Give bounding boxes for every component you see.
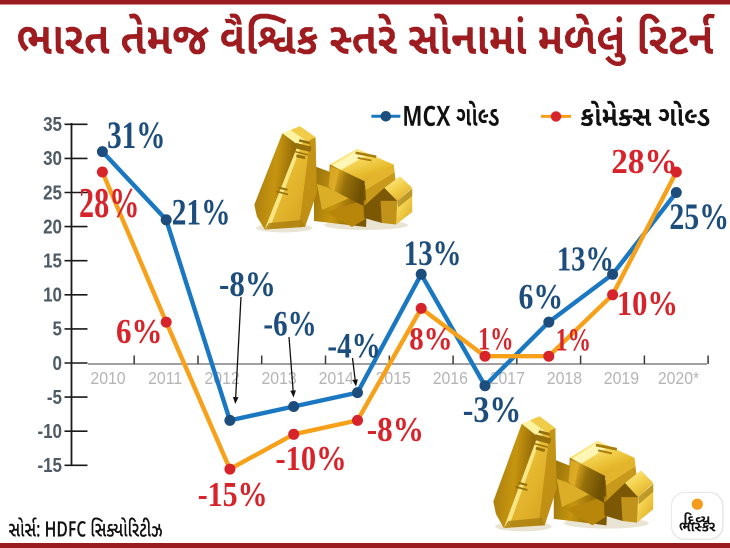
svg-text:-3%: -3% xyxy=(463,390,522,431)
svg-text:-15%: -15% xyxy=(198,476,268,515)
svg-text:1%: 1% xyxy=(478,321,513,358)
svg-text:6%: 6% xyxy=(519,278,564,317)
svg-text:-15: -15 xyxy=(37,454,62,477)
svg-text:10%: 10% xyxy=(617,285,678,323)
svg-text:2014: 2014 xyxy=(319,368,354,388)
svg-text:2020*: 2020* xyxy=(658,368,700,388)
svg-text:5: 5 xyxy=(53,317,62,340)
svg-text:21%: 21% xyxy=(172,192,231,233)
svg-text:-4%: -4% xyxy=(327,327,380,366)
svg-text:25: 25 xyxy=(43,181,62,204)
svg-text:-8%: -8% xyxy=(367,412,424,450)
svg-text:28%: 28% xyxy=(79,179,139,226)
svg-text:-6%: -6% xyxy=(263,305,316,344)
svg-text:13%: 13% xyxy=(557,238,614,278)
svg-text:2018: 2018 xyxy=(547,368,582,388)
svg-text:31%: 31% xyxy=(107,114,165,157)
svg-text:15: 15 xyxy=(43,249,62,272)
svg-text:30: 30 xyxy=(43,147,62,170)
svg-text:20: 20 xyxy=(43,215,62,238)
svg-text:10: 10 xyxy=(43,283,62,306)
svg-text:2012: 2012 xyxy=(204,368,239,388)
svg-text:2010: 2010 xyxy=(90,368,125,388)
svg-text:8%: 8% xyxy=(409,320,452,357)
svg-text:-10: -10 xyxy=(37,420,62,443)
svg-text:-8%: -8% xyxy=(219,265,276,304)
svg-text:2016: 2016 xyxy=(433,368,468,388)
svg-text:2019: 2019 xyxy=(604,368,639,388)
svg-text:25%: 25% xyxy=(669,197,729,238)
svg-text:1%: 1% xyxy=(556,321,591,358)
svg-text:28%: 28% xyxy=(611,142,677,181)
svg-text:-5: -5 xyxy=(47,386,62,409)
svg-text:0: 0 xyxy=(53,351,62,374)
svg-text:-10%: -10% xyxy=(276,440,347,479)
svg-text:35: 35 xyxy=(43,113,62,136)
svg-text:13%: 13% xyxy=(404,234,462,274)
svg-text:6%: 6% xyxy=(116,312,162,351)
svg-text:2011: 2011 xyxy=(148,368,182,388)
svg-text:2013: 2013 xyxy=(261,368,296,388)
